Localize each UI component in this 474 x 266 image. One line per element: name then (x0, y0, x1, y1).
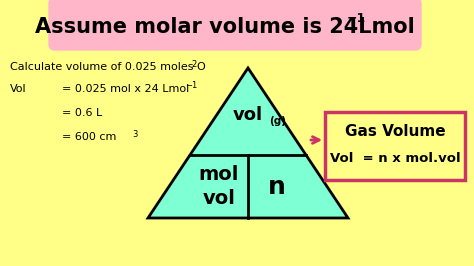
Text: vol: vol (233, 106, 263, 123)
Text: Vol  = n x mol.vol: Vol = n x mol.vol (330, 152, 460, 164)
Text: 3: 3 (132, 130, 137, 139)
Text: = 0.6 L: = 0.6 L (62, 108, 102, 118)
Text: 2: 2 (191, 60, 196, 69)
Text: = 0.025 mol x 24 Lmol: = 0.025 mol x 24 Lmol (62, 84, 189, 94)
Text: −1: −1 (347, 11, 366, 24)
FancyBboxPatch shape (49, 0, 421, 50)
Text: −1: −1 (185, 81, 197, 90)
Text: Calculate volume of 0.025 moles O: Calculate volume of 0.025 moles O (10, 62, 206, 72)
Text: Gas Volume: Gas Volume (345, 124, 445, 139)
Text: = 600 cm: = 600 cm (62, 132, 117, 142)
Text: (g): (g) (269, 115, 286, 126)
FancyBboxPatch shape (325, 112, 465, 180)
Text: Assume molar volume is 24Lmol: Assume molar volume is 24Lmol (35, 17, 415, 37)
Text: Vol: Vol (10, 84, 27, 94)
Text: n: n (268, 174, 286, 198)
Polygon shape (148, 68, 348, 218)
Text: mol
vol: mol vol (199, 165, 239, 208)
